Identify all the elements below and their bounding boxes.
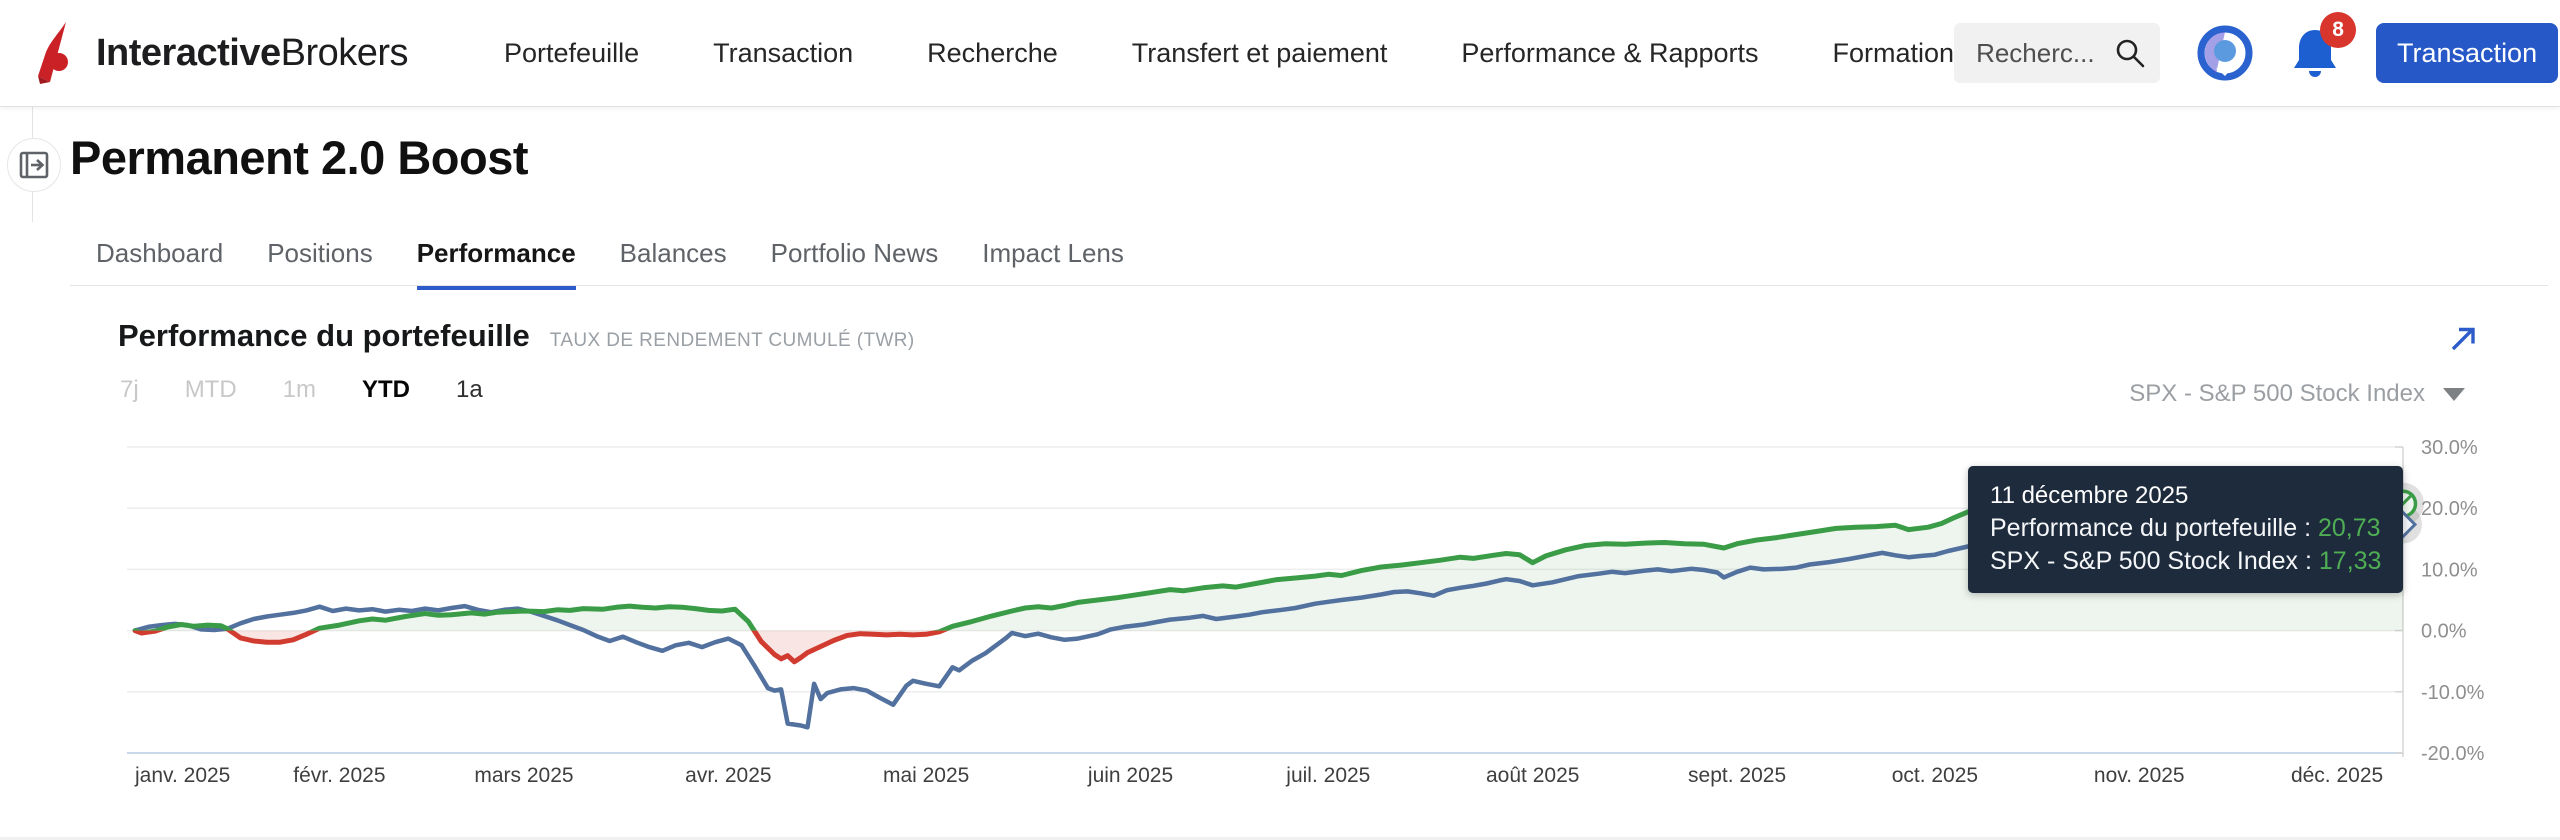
portfolio-area-positive: [135, 500, 2403, 631]
tooltip-row-label: Performance du portefeuille: [1990, 514, 2298, 542]
tab-performance[interactable]: Performance: [416, 238, 576, 290]
x-axis-label: avr. 2025: [685, 764, 771, 787]
logo-part1: Interactive: [96, 31, 281, 74]
tooltip-row-value: 20,73: [2317, 514, 2381, 542]
range-1m[interactable]: 1m: [282, 376, 317, 403]
nav-menu: Portefeuille Transaction Recherche Transfer…: [504, 38, 1954, 69]
performance-card-header: Performance du portefeuille TAUX DE REND…: [118, 318, 915, 354]
x-axis-label: nov. 2025: [2094, 764, 2185, 787]
expand-sidebar-button[interactable]: [7, 138, 61, 192]
chevron-down-icon: [2443, 387, 2465, 401]
x-axis-label: janv. 2025: [134, 764, 230, 787]
chart-tooltip: 11 décembre 2025 Performance du portefeu…: [1968, 466, 2404, 593]
y-axis-label: 10.0%: [2421, 559, 2478, 581]
notifications-bell[interactable]: 8: [2290, 12, 2357, 80]
tab-dashboard[interactable]: Dashboard: [96, 238, 224, 268]
top-nav: InteractiveBrokers Portefeuille Transacti…: [0, 0, 2560, 107]
performance-chart[interactable]: 30.0% 20.0% 10.0% 0.0% -10.0% -20.0% janv. 202…: [0, 410, 2560, 830]
transaction-button[interactable]: Transaction: [2376, 23, 2559, 83]
x-axis-label: juin 2025: [1087, 764, 1173, 787]
x-axis-label: sept. 2025: [1688, 764, 1786, 787]
ibkr-logo-text: InteractiveBrokers: [96, 31, 409, 75]
benchmark-selector[interactable]: SPX - S&P 500 Stock Index: [2129, 380, 2465, 408]
tab-portfolio-news[interactable]: Portfolio News: [770, 238, 939, 268]
x-axis-label: févr. 2025: [293, 764, 385, 787]
range-ytd[interactable]: YTD: [362, 376, 411, 403]
search-input[interactable]: [1974, 36, 2115, 70]
nav-item-formation[interactable]: Formation: [1832, 37, 1955, 68]
arrow-up-right-icon: [2451, 327, 2475, 351]
x-axis-label: août 2025: [1486, 764, 1579, 787]
x-axis-label: oct. 2025: [1892, 764, 1978, 787]
x-axis-label: déc. 2025: [2291, 764, 2383, 787]
nav-item-transaction[interactable]: Transaction: [713, 37, 854, 68]
range-mtd[interactable]: MTD: [184, 376, 237, 403]
performance-title: Performance du portefeuille: [118, 318, 530, 353]
ibkr-logo[interactable]: InteractiveBrokers: [36, 22, 409, 84]
tooltip-row-label: SPX - S&P 500 Stock Index: [1990, 547, 2299, 575]
y-axis-label: 20.0%: [2421, 498, 2478, 520]
tooltip-row: SPX - S&P 500 Stock Index : 17,33: [1990, 547, 2382, 575]
date-range-selector: 7j MTD 1m YTD 1a: [120, 376, 483, 404]
tooltip-row-value: 17,33: [2318, 547, 2382, 575]
tabs-divider: [70, 285, 2548, 286]
x-axis-label: juil. 2025: [1285, 764, 1370, 787]
y-axis-label: 0.0%: [2421, 621, 2467, 643]
y-axis-label: -10.0%: [2421, 682, 2485, 704]
tab-positions[interactable]: Positions: [267, 238, 373, 268]
y-axis-label: -20.0%: [2421, 743, 2485, 765]
portfolio-line-positive: [132, 497, 2406, 631]
x-axis-label: mai 2025: [883, 764, 969, 787]
range-1a[interactable]: 1a: [456, 376, 483, 403]
tab-balances[interactable]: Balances: [619, 238, 727, 268]
nav-item-transfert-et-paiement[interactable]: Transfert et paiement: [1131, 37, 1388, 68]
benchmark-line: [132, 522, 2406, 730]
global-search[interactable]: [1954, 23, 2161, 83]
x-axis-label: mars 2025: [474, 764, 573, 787]
expand-sidebar-icon: [19, 151, 49, 179]
y-axis-label: 30.0%: [2421, 437, 2478, 459]
page-title: Permanent 2.0 Boost: [70, 131, 529, 184]
performance-subtitle: TAUX DE RENDEMENT CUMULÉ (TWR): [549, 330, 915, 351]
tab-impact-lens[interactable]: Impact Lens: [982, 238, 1124, 268]
nav-item-recherche[interactable]: Recherche: [927, 37, 1058, 68]
search-icon: [2116, 39, 2145, 68]
notification-badge: 8: [2320, 12, 2357, 48]
range-7j[interactable]: 7j: [120, 376, 139, 403]
tooltip-row: Performance du portefeuille : 20,73: [1990, 514, 2381, 542]
nav-item-portefeuille[interactable]: Portefeuille: [504, 37, 640, 68]
portfolio-tabs: Dashboard Positions Performance Balances Por…: [96, 238, 1124, 290]
ibkr-logo-icon: [38, 22, 68, 84]
nav-right-group: 8 Transaction: [1954, 12, 2559, 83]
nav-item-performance-rapports[interactable]: Performance & Rapports: [1461, 37, 1759, 68]
logo-part2: Brokers: [280, 31, 409, 74]
tooltip-date: 11 décembre 2025: [1990, 482, 2189, 509]
discover-globe-icon[interactable]: [2196, 24, 2254, 82]
bottom-edge: [0, 837, 2560, 840]
benchmark-selected-label: SPX - S&P 500 Stock Index: [2129, 380, 2425, 407]
open-fullscreen-button[interactable]: [2446, 322, 2480, 361]
